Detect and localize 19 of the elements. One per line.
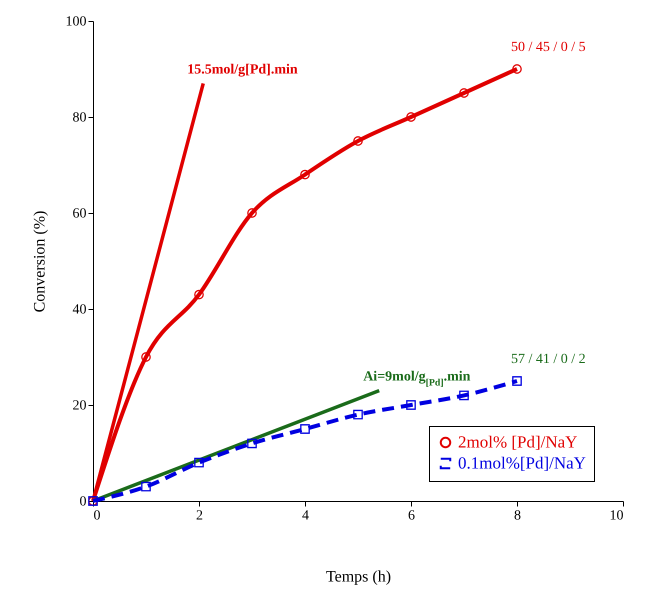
y-tick-label: 40 xyxy=(72,302,86,318)
x-tick-label: 4 xyxy=(302,508,309,524)
legend-label: 2mol% [Pd]/NaY xyxy=(458,432,578,452)
x-tick-label: 6 xyxy=(408,508,415,524)
series-label: 15.5mol/g[Pd].min xyxy=(187,62,298,78)
x-axis-title: Temps (h) xyxy=(326,568,392,586)
y-tick-label: 60 xyxy=(72,206,86,222)
legend-label: 0.1mol%[Pd]/NaY xyxy=(458,454,586,472)
y-tick-label: 0 xyxy=(80,494,86,510)
y-tick-label: 100 xyxy=(66,14,86,30)
x-tick-label: 10 xyxy=(610,508,624,524)
x-tick-label: 8 xyxy=(514,508,521,524)
y-tick-label: 20 xyxy=(72,398,86,414)
x-tick-label: 0 xyxy=(94,508,100,524)
annotation: 57 / 41 / 0 / 2 xyxy=(511,352,586,367)
annotation: 50 / 45 / 0 / 5 xyxy=(511,40,586,55)
x-tick-label: 2 xyxy=(196,508,203,524)
y-tick-label: 80 xyxy=(72,110,86,126)
y-axis-title: Conversion (%) xyxy=(32,210,48,312)
